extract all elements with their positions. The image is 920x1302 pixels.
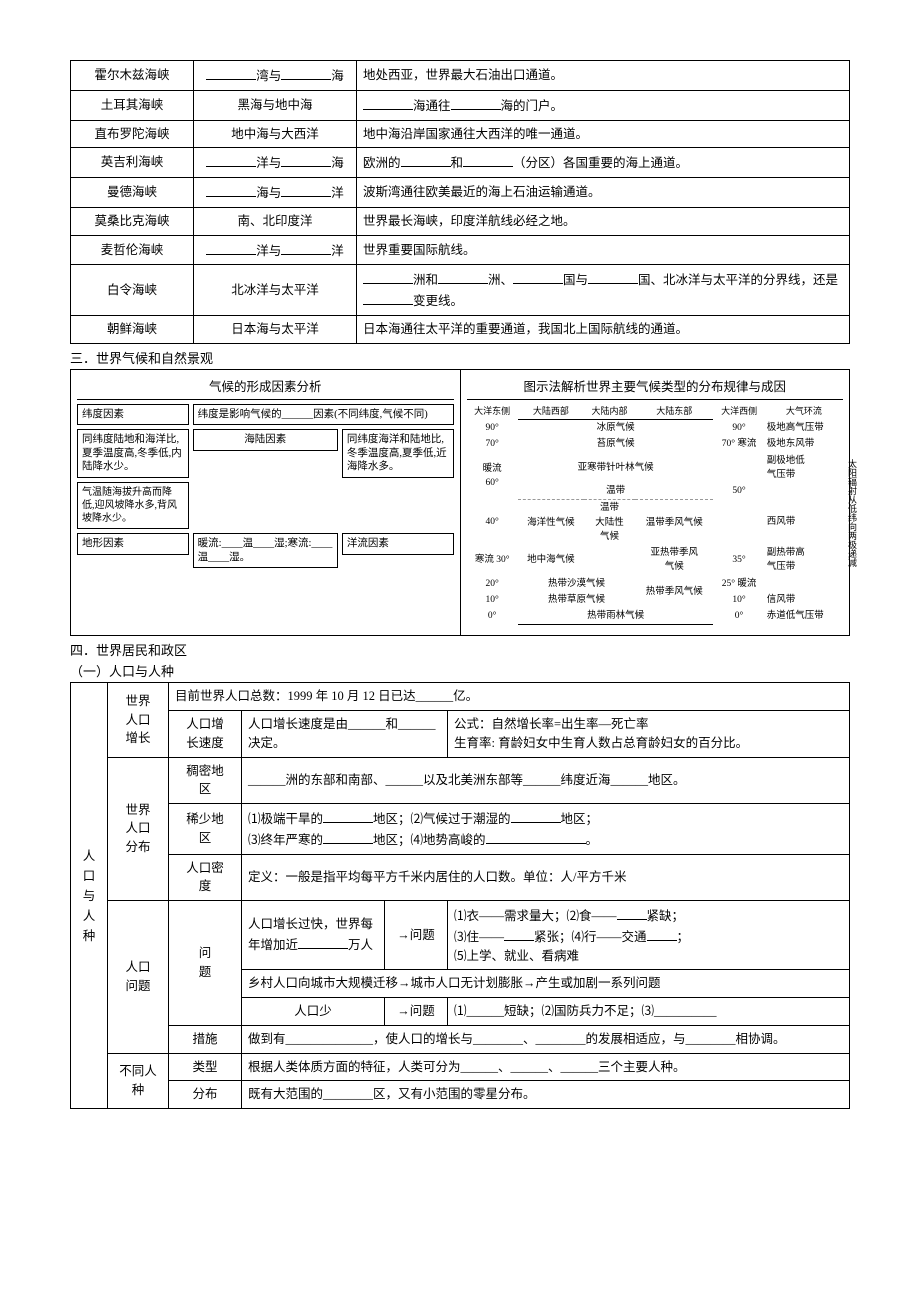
growth-desc: 人口增长速度是由______和______决定。 (242, 711, 448, 758)
fast-growth: 人口增长过快，世界每年增加近万人 (242, 901, 385, 970)
few-pop-label: 人口少 (242, 998, 385, 1026)
pop-total: 目前世界人口总数：1999 年 10 月 12 日已达______亿。 (169, 683, 850, 711)
strait-name: 莫桑比克海峡 (71, 207, 194, 235)
world-pop-label: 世界人口增长 (108, 683, 169, 757)
race-type-label: 类型 (169, 1053, 242, 1081)
race-dist-desc: 既有大范围的________区，又有小范围的零星分布。 (242, 1081, 850, 1109)
table-row: 英吉利海峡 洋与海 欧洲的和（分区）各国重要的海上通道。 (71, 148, 850, 178)
growth-rate-label: 人口增长速度 (169, 711, 242, 758)
table-row: 曼德海峡 海与洋 波斯湾通往欧美最近的海上石油运输通道。 (71, 178, 850, 208)
table-row: 直布罗陀海峡 地中海与大西洋 地中海沿岸国家通往大西洋的唯一通道。 (71, 120, 850, 148)
right-diagram-title: 图示法解析世界主要气候类型的分布规律与成因 (467, 376, 844, 400)
strait-name: 曼德海峡 (71, 178, 194, 208)
population-table: 人口与人种 世界人口增长 目前世界人口总数：1999 年 10 月 12 日已达… (70, 682, 850, 1109)
straits-table: 霍尔木兹海峡 湾与海 地处西亚，世界最大石油出口通道。土耳其海峡 黑海与地中海 … (70, 60, 850, 344)
strait-connects: 日本海与太平洋 (194, 315, 357, 343)
left-diagram-title: 气候的形成因素分析 (77, 376, 454, 400)
strait-connects: 地中海与大西洋 (194, 120, 357, 148)
section-3-title: 三．世界气候和自然景观 (70, 348, 850, 367)
climate-header: 大陆东部 (635, 404, 713, 420)
strait-connects: 海与洋 (194, 178, 357, 208)
strait-name: 直布罗陀海峡 (71, 120, 194, 148)
race-label: 不同人种 (108, 1053, 169, 1109)
strait-desc: 海通往海的门户。 (357, 90, 850, 120)
strait-desc: 世界最长海峡，印度洋航线必经之地。 (357, 207, 850, 235)
race-type-desc: 根据人类体质方面的特征，人类可分为______、______、______三个主… (242, 1053, 850, 1081)
problem-sublabel: 问题 (169, 901, 242, 1026)
strait-desc: 地处西亚，世界最大石油出口通道。 (357, 61, 850, 91)
table-row: 白令海峡 北冰洋与太平洋 洲和洲、国与国、北冰洋与太平洋的分界线，还是变更线。 (71, 265, 850, 316)
strait-connects: 洋与洋 (194, 235, 357, 265)
current-desc: 暖流:____温____湿;寒流:____温____湿。 (193, 533, 338, 568)
dist-label: 世界人口分布 (108, 757, 169, 901)
land-left-desc: 同纬度陆地和海洋比,夏季温度高,冬季低,内陆降水少。 (77, 429, 189, 478)
dense-label: 稠密地区 (169, 757, 242, 804)
sea-land-factor: 海陆因素 (193, 429, 338, 451)
climate-diagrams: 气候的形成因素分析 纬度因素 纬度是影响气候的______因素(不同纬度,气候不… (70, 369, 850, 637)
sparse-desc: ⑴极端干旱的地区；⑵气候过于潮湿的地区；⑶终年严寒的地区；⑷地势高峻的。 (242, 804, 850, 855)
strait-desc: 世界重要国际航线。 (357, 235, 850, 265)
main-label: 人口与人种 (71, 683, 108, 1109)
measures-desc: 做到有______________，使人口的增长与________、______… (242, 1025, 850, 1053)
race-dist-label: 分布 (169, 1081, 242, 1109)
strait-connects: 黑海与地中海 (194, 90, 357, 120)
strait-connects: 湾与海 (194, 61, 357, 91)
climate-header: 大洋东侧 (467, 404, 518, 420)
table-row: 霍尔木兹海峡 湾与海 地处西亚，世界最大石油出口通道。 (71, 61, 850, 91)
latitude-desc: 纬度是影响气候的______因素(不同纬度,气候不同) (193, 404, 454, 426)
density-label: 人口密度 (169, 854, 242, 901)
strait-name: 土耳其海峡 (71, 90, 194, 120)
strait-name: 霍尔木兹海峡 (71, 61, 194, 91)
section-4-title: 四．世界居民和政区 (70, 640, 850, 659)
latitude-factor: 纬度因素 (77, 404, 189, 426)
strait-name: 麦哲伦海峡 (71, 235, 194, 265)
table-row: 麦哲伦海峡 洋与洋 世界重要国际航线。 (71, 235, 850, 265)
rural-migration: 乡村人口向城市大规模迁移→城市人口无计划膨胀→产生或加剧一系列问题 (242, 970, 850, 998)
arrow-1: →问题 (385, 901, 448, 970)
land-right-desc: 同纬度海洋和陆地比,冬季温度高,夏季低,近海降水多。 (342, 429, 454, 478)
current-factor: 洋流因素 (342, 533, 454, 555)
strait-desc: 欧洲的和（分区）各国重要的海上通道。 (357, 148, 850, 178)
problems-list: ⑴衣——需求量大；⑵食——紧缺；⑶住——紧张；⑷行——交通；⑸上学、就业、看病难 (448, 901, 850, 970)
climate-factors-diagram: 气候的形成因素分析 纬度因素 纬度是影响气候的______因素(不同纬度,气候不… (70, 369, 460, 637)
strait-connects: 洋与海 (194, 148, 357, 178)
climate-zones-diagram: 图示法解析世界主要气候类型的分布规律与成因 大洋东侧大陆西部大陆内部大陆东部大洋… (460, 369, 851, 637)
table-row: 莫桑比克海峡 南、北印度洋 世界最长海峡，印度洋航线必经之地。 (71, 207, 850, 235)
strait-name: 朝鲜海峡 (71, 315, 194, 343)
problem-label: 人口问题 (108, 901, 169, 1054)
climate-header: 大洋西侧 (713, 404, 764, 420)
strait-connects: 北冰洋与太平洋 (194, 265, 357, 316)
strait-connects: 南、北印度洋 (194, 207, 357, 235)
strait-name: 英吉利海峡 (71, 148, 194, 178)
strait-desc: 波斯湾通往欧美最近的海上石油运输通道。 (357, 178, 850, 208)
climate-header: 大陆内部 (584, 404, 635, 420)
strait-name: 白令海峡 (71, 265, 194, 316)
strait-desc: 洲和洲、国与国、北冰洋与太平洋的分界线，还是变更线。 (357, 265, 850, 316)
density-desc: 定义：一般是指平均每平方千米内居住的人口数。单位：人/平方千米 (242, 854, 850, 901)
climate-header: 大陆西部 (518, 404, 584, 420)
table-row: 土耳其海峡 黑海与地中海 海通往海的门户。 (71, 90, 850, 120)
strait-desc: 日本海通往太平洋的重要通道，我国北上国际航线的通道。 (357, 315, 850, 343)
dense-desc: ______洲的东部和南部、______以及北美洲东部等______纬度近海__… (242, 757, 850, 804)
few-problems: ⑴______短缺；⑵国防兵力不足；⑶__________ (448, 998, 850, 1026)
sparse-label: 稀少地区 (169, 804, 242, 855)
arrow-2: →问题 (385, 998, 448, 1026)
terrain-factor: 地形因素 (77, 533, 189, 555)
section-4-1-title: （一）人口与人种 (70, 661, 850, 680)
terrain-desc: 气温随海拔升高而降低,迎风坡降水多,背风坡降水少。 (77, 482, 189, 529)
climate-header: 大气环流 (765, 404, 843, 420)
formula: 公式：自然增长率=出生率—死亡率生育率: 育龄妇女中生育人数占总育龄妇女的百分比… (448, 711, 850, 758)
table-row: 朝鲜海峡 日本海与太平洋 日本海通往太平洋的重要通道，我国北上国际航线的通道。 (71, 315, 850, 343)
strait-desc: 地中海沿岸国家通往大西洋的唯一通道。 (357, 120, 850, 148)
measures-label: 措施 (169, 1025, 242, 1053)
